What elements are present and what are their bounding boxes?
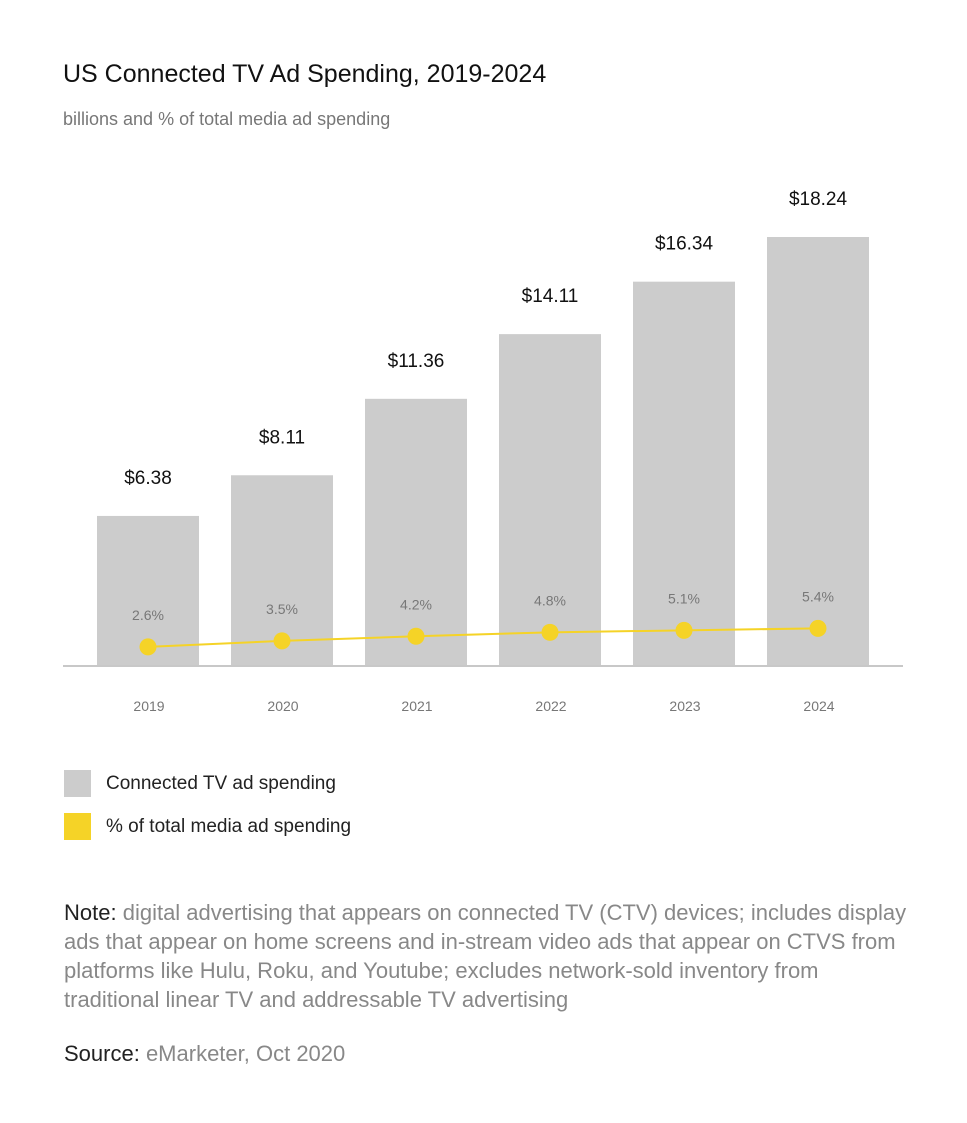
legend-swatch-line xyxy=(64,813,91,840)
bar-2022 xyxy=(499,334,601,666)
pct-line xyxy=(147,627,819,648)
pct-point-2022 xyxy=(541,623,559,641)
legend-label: % of total media ad spending xyxy=(106,815,352,837)
note-text: digital advertising that appears on conn… xyxy=(64,900,907,1012)
bar-value-label: $11.36 xyxy=(388,351,445,372)
bar-2021 xyxy=(365,398,467,666)
note-label: Note: xyxy=(64,900,117,925)
x-tick-label: 2019 xyxy=(133,698,164,714)
pct-point-2020 xyxy=(273,632,291,650)
bar-value-label: $6.38 xyxy=(124,468,172,489)
chart-title: US Connected TV Ad Spending, 2019-2024 xyxy=(63,60,547,88)
chart-subtitle: billions and % of total media ad spendin… xyxy=(63,109,391,129)
x-tick-label: 2022 xyxy=(535,698,566,714)
bar-value-label: $18.24 xyxy=(789,189,848,210)
source-label: Source: xyxy=(64,1041,140,1066)
pct-point-2024 xyxy=(809,619,827,637)
pct-value-label: 4.2% xyxy=(400,596,432,612)
source-text: eMarketer, Oct 2020 xyxy=(139,1041,346,1066)
pct-value-label: 5.1% xyxy=(668,590,700,606)
bar-2023 xyxy=(633,281,735,666)
legend-item-bars: Connected TV ad spending xyxy=(64,770,336,797)
pct-value-label: 2.6% xyxy=(132,607,164,623)
pct-value-label: 3.5% xyxy=(266,601,298,617)
pct-point-2019 xyxy=(139,638,157,656)
bar-value-label: $8.11 xyxy=(259,427,305,448)
x-tick-label: 2021 xyxy=(401,698,432,714)
note: Note: digital advertising that appears o… xyxy=(64,898,914,1014)
bar-value-label: $16.34 xyxy=(655,234,714,255)
chart-svg: $6.38 2019 $8.11 2020 $11.36 2021 $14.11 2022 $1… xyxy=(63,189,903,714)
legend-swatch-bars xyxy=(64,770,91,797)
bar-value-label: $14.11 xyxy=(522,286,579,307)
pct-value-label: 5.4% xyxy=(802,588,834,604)
x-tick-label: 2024 xyxy=(803,698,834,714)
source: Source: eMarketer, Oct 2020 xyxy=(64,1041,345,1067)
bar-2024 xyxy=(767,236,869,667)
legend-item-line: % of total media ad spending xyxy=(64,813,351,840)
x-tick-label: 2023 xyxy=(669,698,700,714)
x-tick-label: 2020 xyxy=(267,698,298,714)
pct-point-2021 xyxy=(407,627,425,645)
pct-value-label: 4.8% xyxy=(534,592,566,608)
legend-label: Connected TV ad spending xyxy=(106,772,336,794)
pct-point-2023 xyxy=(675,621,693,639)
